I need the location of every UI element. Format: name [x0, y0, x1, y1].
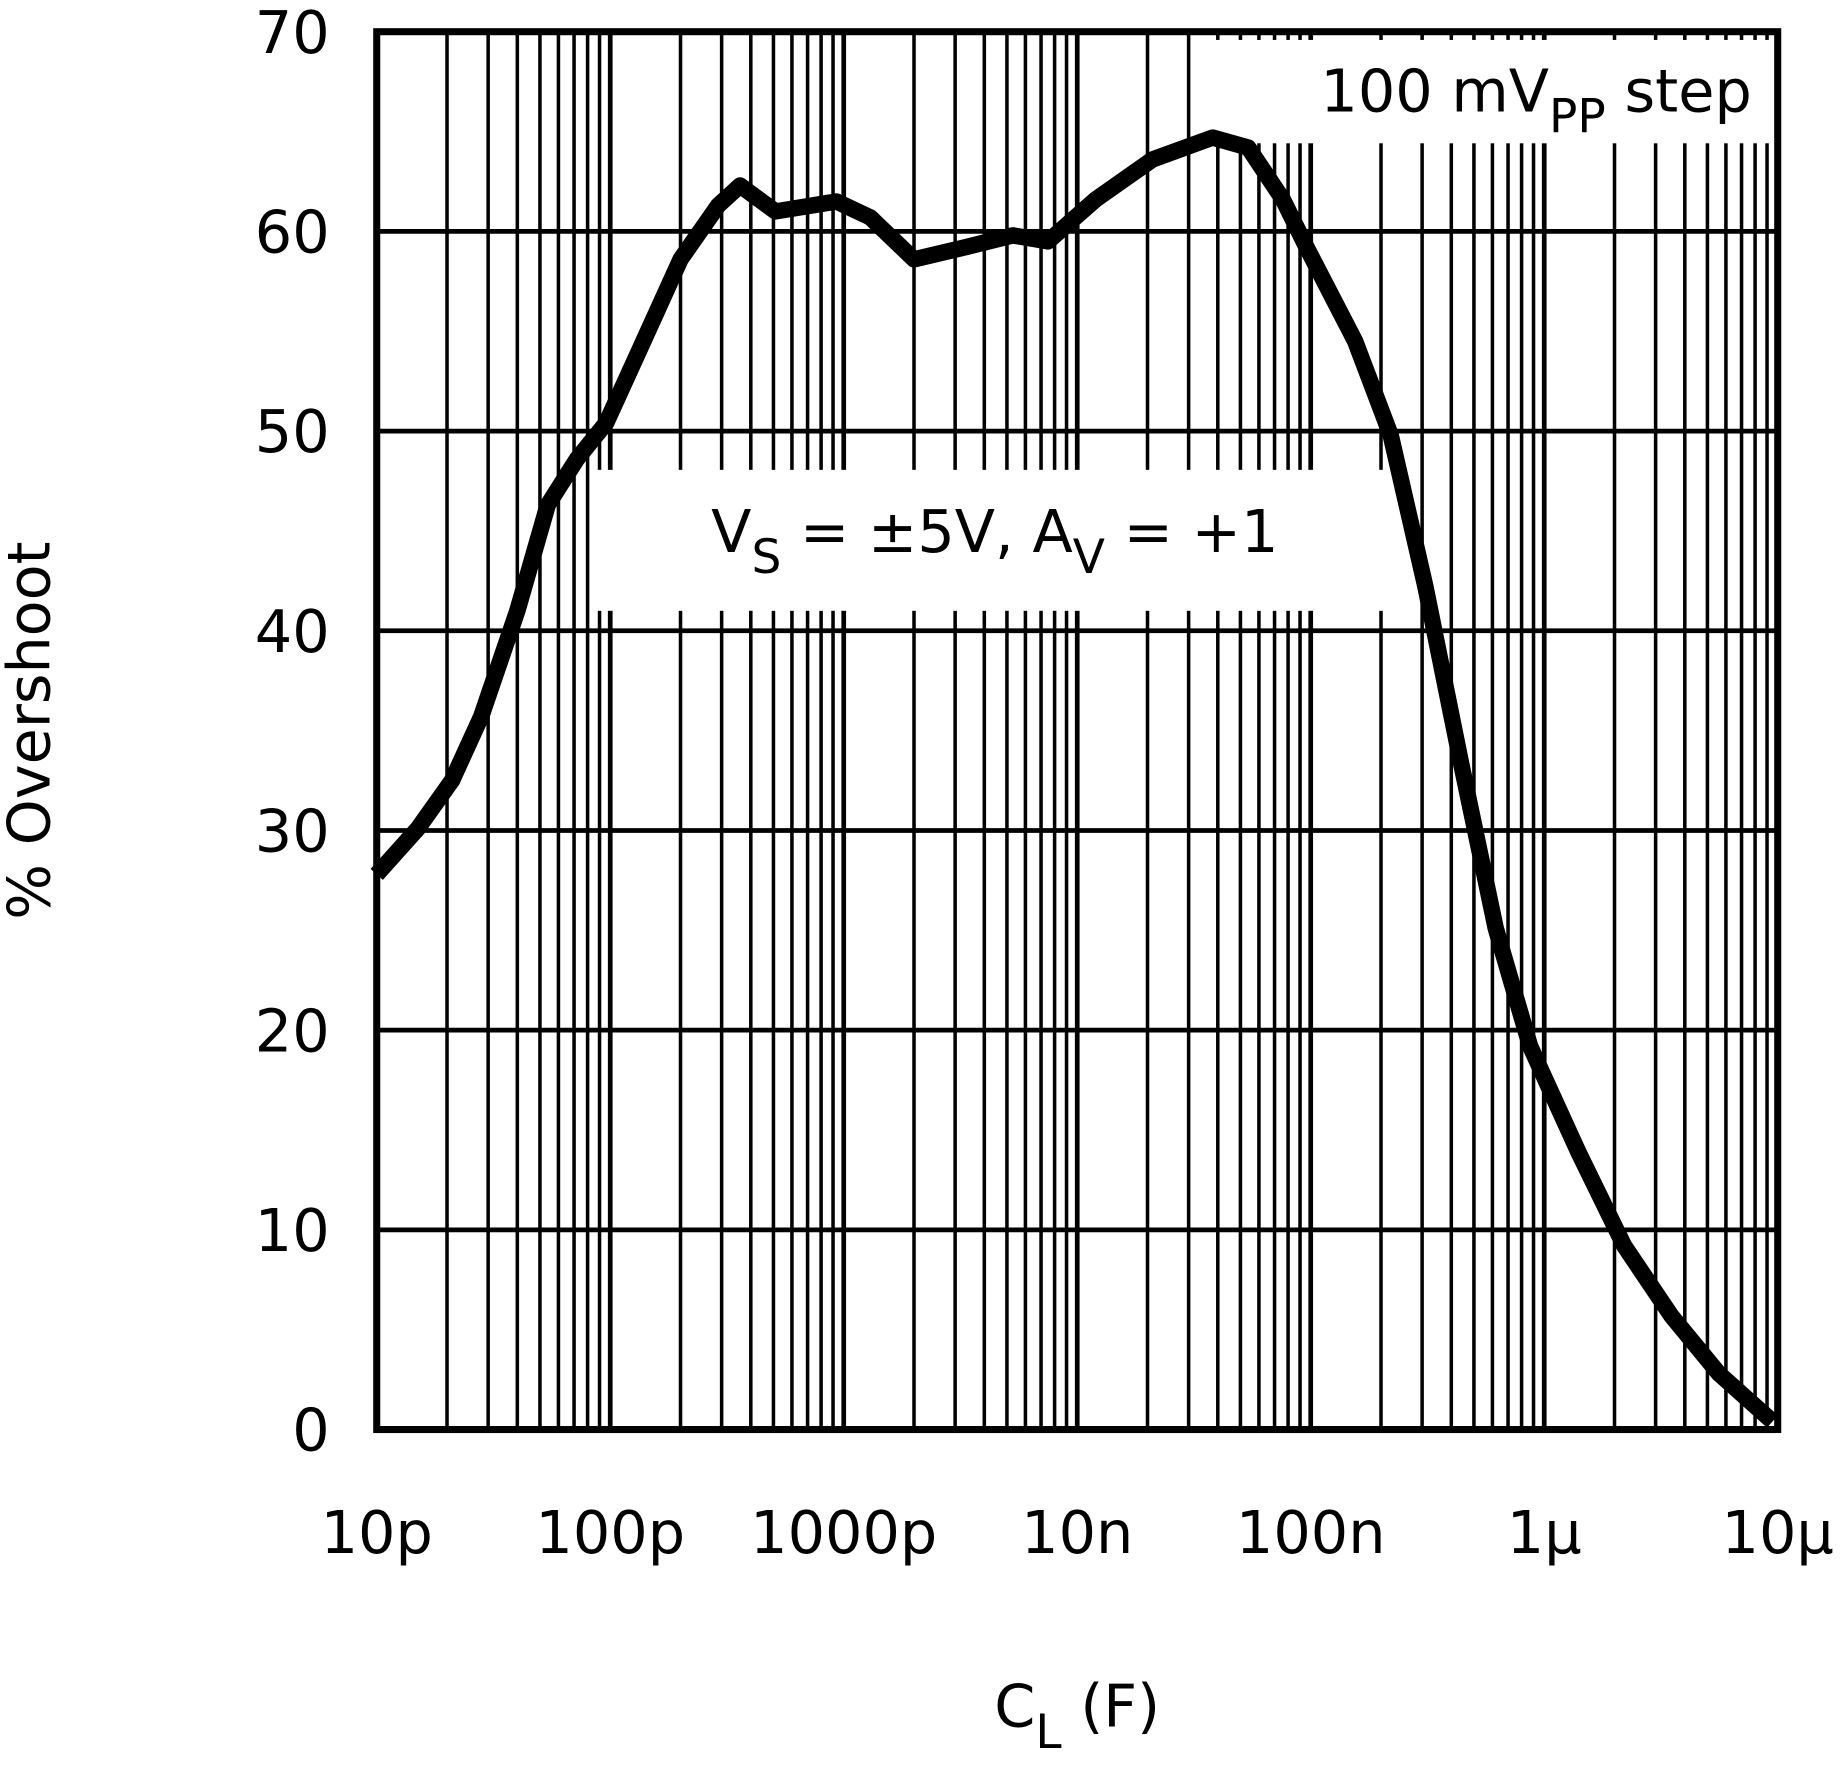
y-tick-label: 40: [255, 597, 330, 666]
y-tick-label: 30: [255, 797, 330, 866]
subscript: PP: [1549, 90, 1606, 145]
text-part: = +1: [1105, 497, 1278, 566]
y-tick-label: 10: [255, 1196, 330, 1265]
y-tick-label: 0: [292, 1396, 329, 1465]
x-tick-label: 1000p: [750, 1498, 937, 1567]
y-axis-label: % Overshoot: [0, 541, 63, 919]
text-part: step: [1606, 57, 1752, 126]
subscript: V: [1073, 530, 1105, 585]
x-axis-label: CL (F): [994, 1672, 1160, 1760]
data-line: [370, 129, 1779, 1428]
plot-frame: [373, 28, 1782, 1434]
y-tick-label: 70: [255, 0, 330, 67]
annotation-box: [1212, 39, 1774, 144]
y-tick-label: 60: [255, 198, 330, 267]
annotation: 100 mVPP step: [1320, 57, 1751, 145]
y-tick-label: 20: [255, 996, 330, 1065]
text-part: 100 mV: [1320, 57, 1549, 126]
subscript: L: [1035, 1705, 1061, 1760]
y-tick-label: 50: [255, 397, 330, 466]
x-tick-label: 1µ: [1507, 1498, 1582, 1567]
subscript: S: [751, 530, 781, 585]
text-part: (F): [1062, 1672, 1160, 1741]
x-tick-label: 10n: [1021, 1498, 1133, 1567]
annotation-box: [594, 469, 1391, 611]
x-tick-label: 10µ: [1722, 1498, 1834, 1567]
text-part: V: [711, 497, 751, 566]
annotation: VS = ±5V, AV = +1: [711, 497, 1278, 585]
plot: 0 10 20 30 40 50 60 70 10p 100p 1000p 10n 100n 1µ 10µ 1…: [255, 0, 1834, 1760]
x-tick-label: 10p: [321, 1498, 433, 1567]
text-part: C: [994, 1672, 1035, 1741]
x-tick-label: 100p: [535, 1498, 685, 1567]
text-part: = ±5V, A: [781, 497, 1072, 566]
x-tick-label: 100n: [1236, 1498, 1386, 1567]
